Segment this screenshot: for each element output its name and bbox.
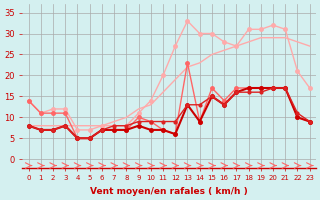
X-axis label: Vent moyen/en rafales ( km/h ): Vent moyen/en rafales ( km/h ) <box>90 187 248 196</box>
